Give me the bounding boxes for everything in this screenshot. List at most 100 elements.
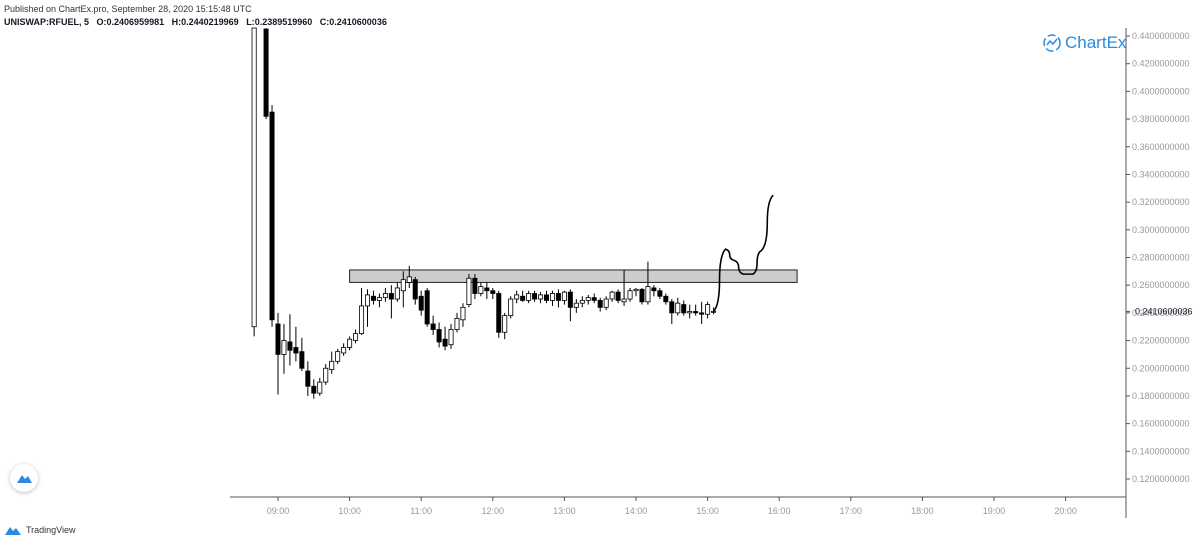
candle-body-up (448, 329, 454, 346)
low-label: L: (246, 17, 255, 27)
candle-body-up (454, 318, 460, 330)
candle-body-up (466, 277, 472, 305)
last-price-marker: 0.2410600036 (1126, 306, 1193, 316)
candle-body-up (353, 333, 359, 341)
candle-body-up (675, 302, 681, 314)
candle-body-up (561, 291, 567, 301)
candle-body-down (597, 300, 603, 308)
cloud-icon (17, 475, 32, 483)
candle-body-down (424, 290, 430, 325)
price-tick-label: 0.1800000000 (1132, 391, 1190, 401)
tradingview-logo-icon (5, 527, 21, 535)
candle-body-up (609, 291, 615, 300)
candle-body-up (394, 287, 400, 300)
tradingview-footer[interactable]: TradingView (4, 524, 76, 536)
candle-body-down (490, 290, 496, 294)
axes (230, 28, 1127, 518)
candle-body-up (603, 298, 609, 308)
time-tick-label: 10:00 (338, 506, 361, 516)
candle-body-down (699, 312, 705, 315)
time-tick-label: 09:00 (267, 506, 290, 516)
candle-body-up (705, 304, 711, 315)
candle-body-down (299, 351, 305, 369)
candle-body-up (251, 27, 257, 328)
time-tick-label: 11:00 (410, 506, 432, 516)
high-value: 0.2440219969 (181, 17, 239, 27)
candle-body-down (442, 338, 448, 347)
symbol-label: UNISWAP:RFUEL, 5 (4, 17, 90, 27)
candle-body-up (538, 294, 544, 300)
resistance-zone-rect (349, 269, 798, 283)
candle-body-up (633, 288, 639, 292)
price-tick-label: 0.2000000000 (1132, 363, 1190, 373)
candle-body-up (323, 367, 329, 383)
candle-body-down (567, 291, 573, 308)
price-tick-label: 0.2600000000 (1132, 280, 1190, 290)
candle-body-down (615, 291, 621, 301)
candle-body-up (400, 279, 406, 292)
price-tick-label: 0.3400000000 (1132, 169, 1190, 179)
candle-body-up (347, 338, 353, 348)
price-tick-label: 0.3800000000 (1132, 114, 1190, 124)
chartex-logo-icon (1043, 34, 1061, 52)
chartex-name: ChartEx (1065, 33, 1127, 52)
candle-body-down (418, 295, 424, 311)
candle-body-up (573, 302, 579, 308)
tradingview-button[interactable] (10, 464, 38, 492)
candle-body-up (549, 293, 555, 301)
candle-body-up (687, 311, 693, 314)
candle-body-up (621, 298, 627, 303)
candle-body-up (359, 305, 365, 335)
chartex-brand[interactable]: ChartEx (1042, 33, 1126, 53)
time-scale[interactable]: 09:00 10:00 11:00 12:00 13:00 14:00 15:00 16:00… (267, 497, 1077, 516)
candle-body-up (579, 300, 585, 304)
price-tick-label: 0.2200000000 (1132, 336, 1190, 346)
symbol-ohlc-line: UNISWAP:RFUEL, 5 O:0.2406959981 H:0.2440… (4, 17, 392, 27)
candle-body-down (496, 293, 502, 333)
candle-body-up (376, 297, 382, 301)
candle-body-down (287, 341, 293, 351)
time-tick-label: 14:00 (625, 506, 648, 516)
price-scale[interactable]: 0.1200000000 0.1400000000 0.1600000000 0.18… (1126, 31, 1190, 484)
time-tick-label: 18:00 (911, 506, 934, 516)
last-price-label: 0.2410600036 (1135, 306, 1193, 316)
candle-body-up (526, 293, 532, 301)
candle-body-down (311, 385, 317, 394)
candle-body-down (269, 111, 275, 321)
candle-body-up (382, 293, 388, 299)
candle-body-up (341, 347, 347, 354)
candle-body-up (335, 351, 341, 362)
candle-body-down (412, 279, 418, 300)
projection[interactable] (712, 194, 774, 312)
candle-body-down (388, 293, 394, 300)
price-tick-label: 0.4400000000 (1132, 31, 1190, 41)
candle-body-up (508, 298, 514, 317)
open-label: O: (96, 17, 107, 27)
candle-body-down (532, 293, 538, 300)
candle-body-down (484, 287, 490, 292)
close-label: C: (319, 17, 330, 27)
candle-body-down (639, 288, 645, 303)
time-tick-label: 20:00 (1054, 506, 1077, 516)
price-tick-label: 0.1200000000 (1132, 474, 1190, 484)
time-tick-label: 19:00 (983, 506, 1006, 516)
time-tick-label: 12:00 (482, 506, 505, 516)
candle-body-up (645, 286, 651, 303)
candle-body-down (544, 294, 550, 301)
tradingview-label: TradingView (26, 525, 76, 535)
high-label: H: (171, 17, 182, 27)
price-tick-label: 0.2400000000 (1132, 308, 1190, 318)
candle-body-up (364, 294, 370, 307)
price-tick-label: 0.2800000000 (1132, 253, 1190, 263)
price-tick-label: 0.4200000000 (1132, 59, 1190, 69)
price-tick-label: 0.3000000000 (1132, 225, 1190, 235)
candle-body-down (663, 295, 669, 303)
candle-body-down (275, 323, 281, 355)
resistance-zone[interactable] (349, 269, 798, 283)
candle-body-down (263, 28, 269, 117)
candle-body-down (657, 290, 663, 297)
candle-body-up (585, 297, 591, 301)
candle-body-down (430, 323, 436, 330)
price-tick-label: 0.1400000000 (1132, 446, 1190, 456)
